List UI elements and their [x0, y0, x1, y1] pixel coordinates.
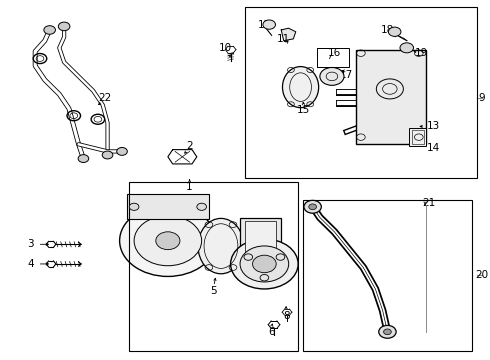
Circle shape [263, 20, 275, 29]
Bar [127, 194, 209, 219]
Text: 15: 15 [296, 105, 310, 115]
Bar [245, 221, 276, 271]
Text: 13: 13 [427, 121, 440, 131]
Text: 5: 5 [210, 286, 217, 296]
Text: 10: 10 [219, 43, 232, 53]
Bar [245, 7, 477, 178]
Circle shape [129, 203, 139, 210]
Polygon shape [281, 28, 296, 41]
Bar [356, 50, 426, 144]
Text: 22: 22 [98, 93, 112, 103]
Circle shape [134, 216, 202, 266]
Circle shape [384, 329, 392, 335]
Text: 9: 9 [478, 93, 485, 103]
Text: 19: 19 [415, 48, 428, 58]
Bar [409, 128, 426, 146]
Circle shape [156, 232, 180, 249]
Text: 20: 20 [475, 270, 488, 280]
Text: 1: 1 [186, 182, 193, 192]
Circle shape [240, 246, 289, 282]
Circle shape [58, 22, 70, 31]
Text: 7: 7 [270, 259, 277, 269]
Bar [318, 48, 349, 67]
Text: 4: 4 [27, 259, 34, 269]
Ellipse shape [282, 67, 318, 108]
Circle shape [44, 26, 55, 34]
Circle shape [102, 151, 113, 159]
Bar [240, 217, 281, 275]
Text: 6: 6 [269, 327, 275, 337]
Text: 11: 11 [277, 34, 290, 44]
Ellipse shape [198, 219, 244, 274]
Circle shape [117, 148, 127, 156]
Text: 21: 21 [422, 198, 435, 208]
Bar [129, 182, 298, 351]
Text: 16: 16 [328, 48, 341, 58]
Circle shape [252, 255, 276, 273]
Circle shape [120, 205, 216, 276]
Circle shape [320, 67, 344, 85]
Bar [412, 130, 424, 144]
Text: 2: 2 [186, 141, 193, 151]
Text: 17: 17 [340, 69, 353, 80]
Circle shape [78, 155, 89, 162]
Text: 8: 8 [283, 311, 290, 321]
Text: 14: 14 [427, 143, 440, 153]
Text: 18: 18 [381, 25, 394, 35]
Text: 3: 3 [27, 239, 34, 249]
Circle shape [304, 201, 321, 213]
Circle shape [197, 203, 206, 210]
Circle shape [400, 43, 414, 53]
Circle shape [231, 239, 298, 289]
Text: 12: 12 [258, 19, 271, 30]
Circle shape [389, 27, 401, 36]
Circle shape [309, 204, 317, 210]
Circle shape [379, 325, 396, 338]
Bar [303, 200, 472, 351]
